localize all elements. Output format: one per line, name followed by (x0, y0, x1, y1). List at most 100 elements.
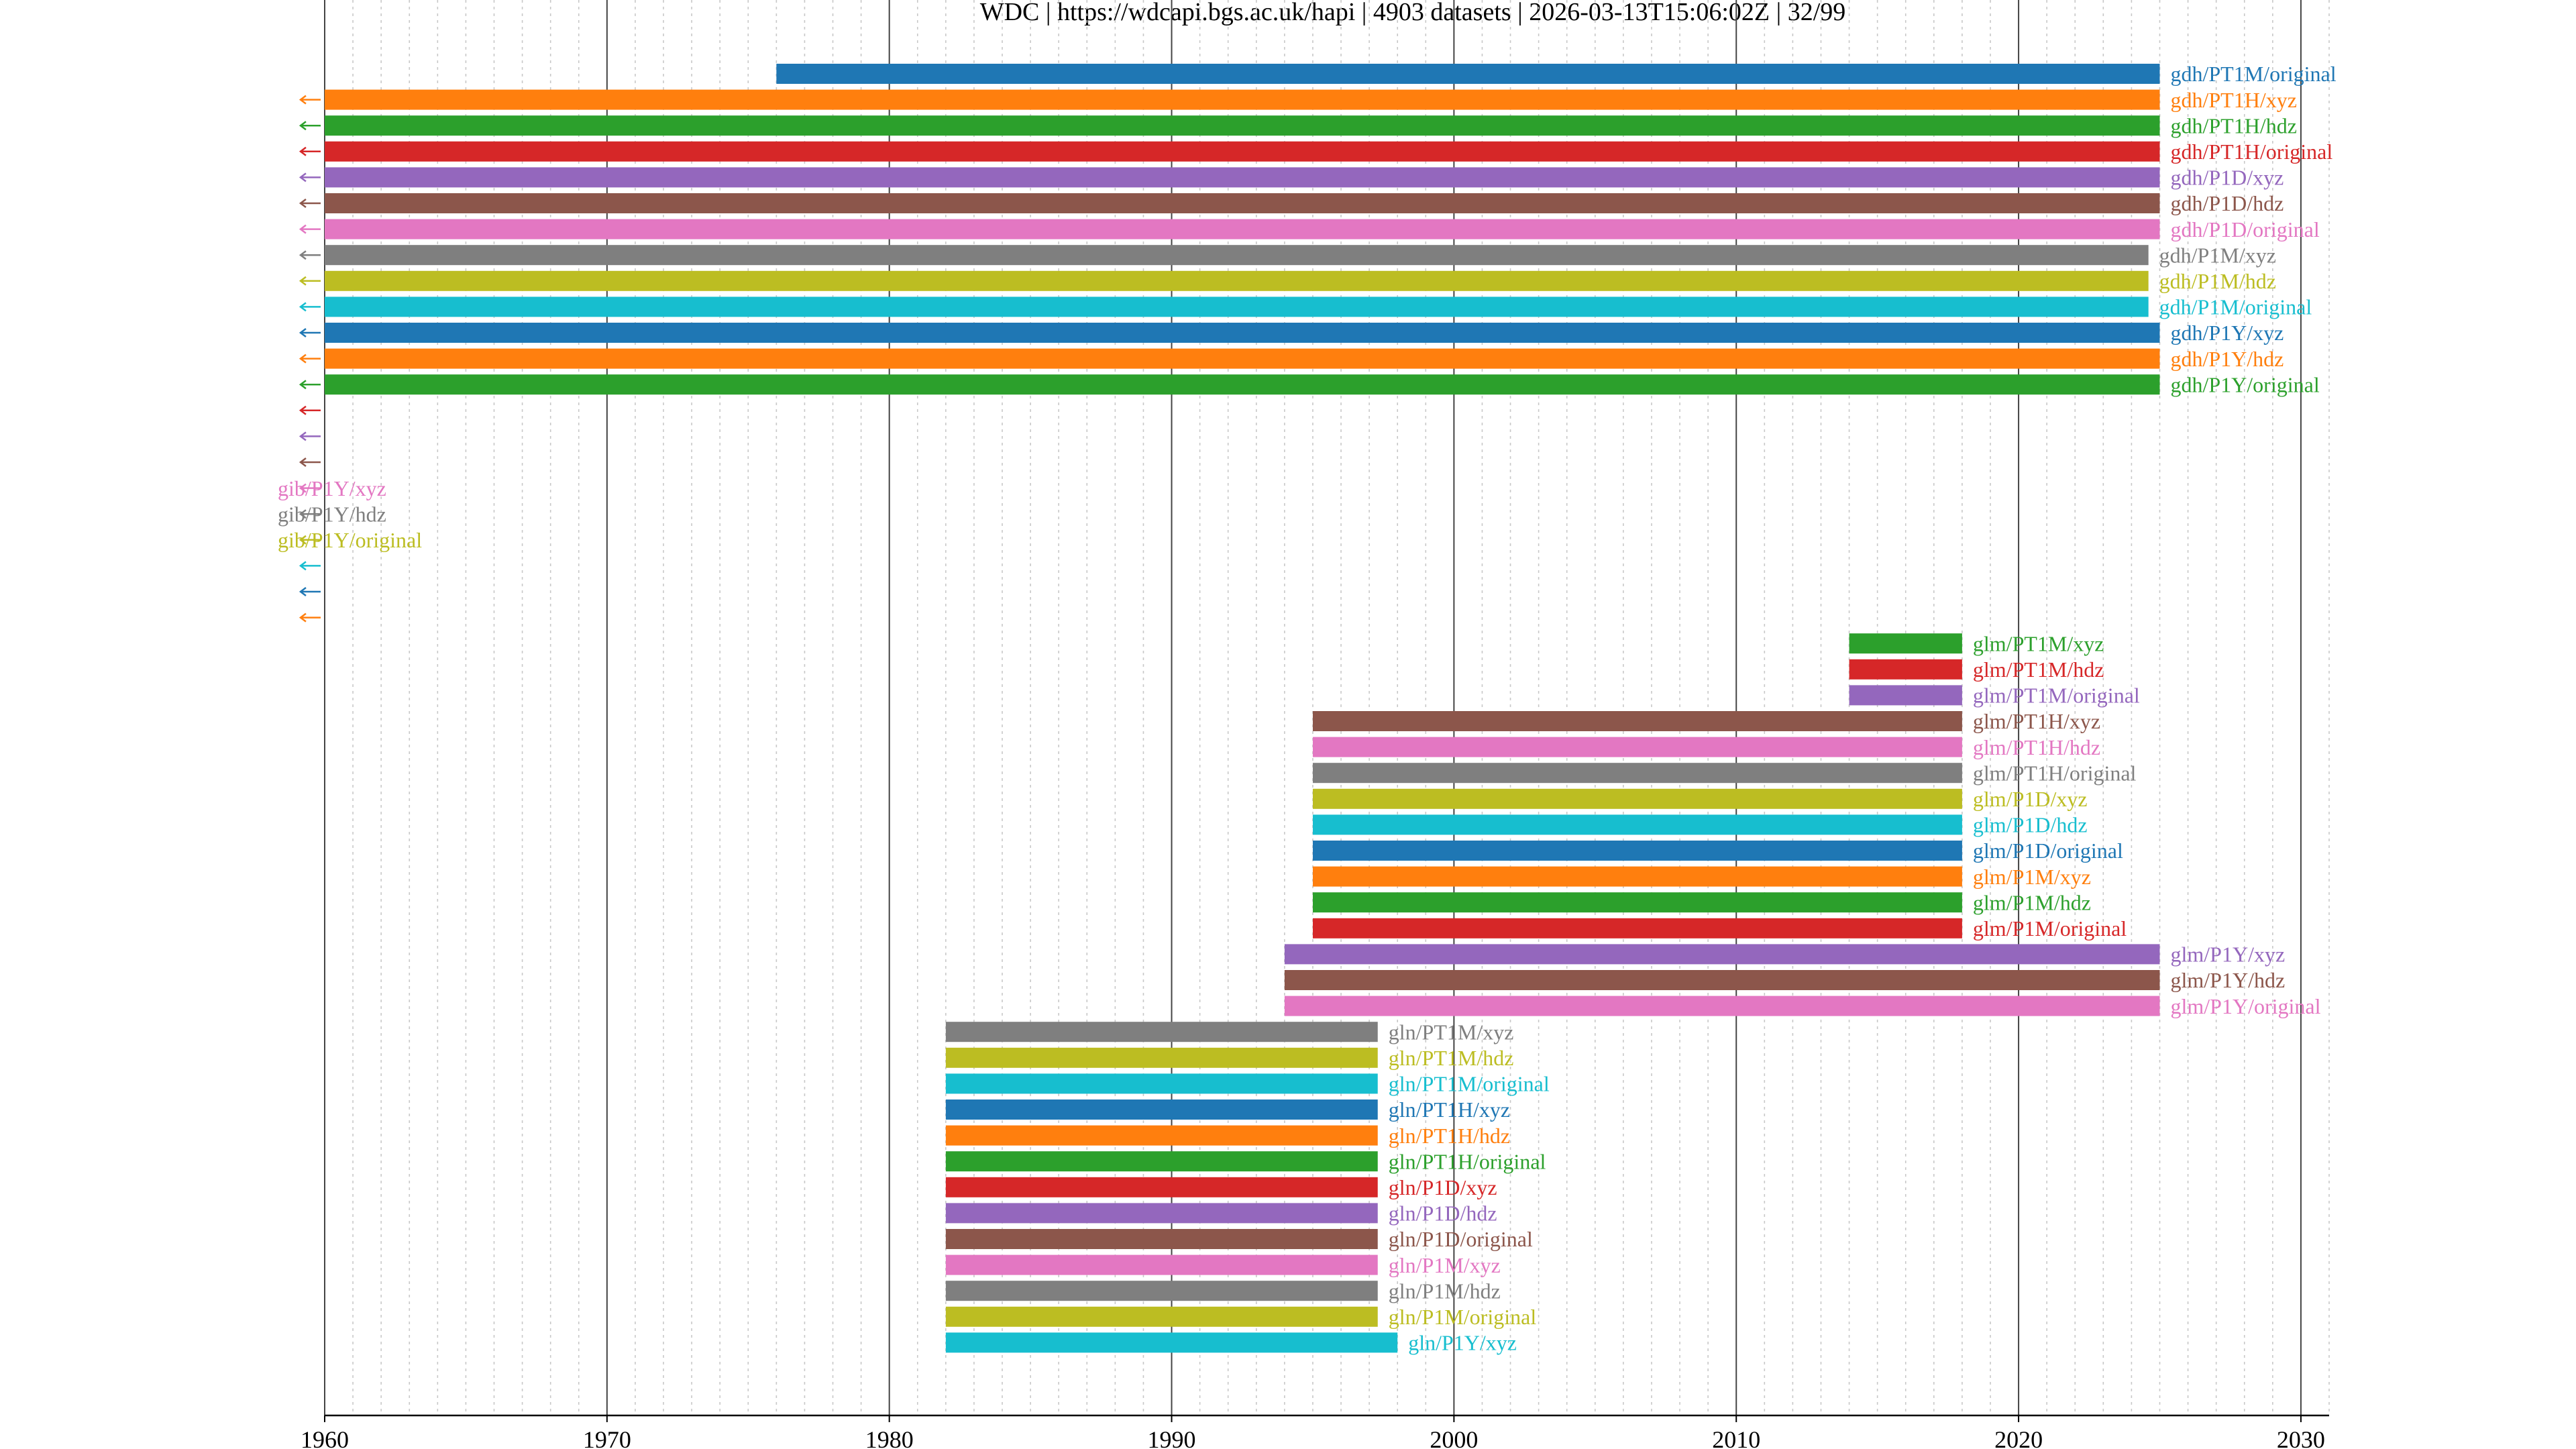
dataset-bar (945, 1177, 1378, 1197)
dataset-label: glm/P1Y/hdz (2170, 968, 2285, 992)
x-tick-label: 1990 (1148, 1426, 1196, 1449)
dataset-label: gdh/PT1H/original (2170, 140, 2332, 164)
dataset-label: gib/P1Y/xyz (278, 476, 386, 500)
x-tick-label: 1980 (865, 1426, 914, 1449)
dataset-label: glm/PT1M/original (1973, 684, 2140, 708)
dataset-bar (1312, 737, 1962, 757)
dataset-bar (325, 115, 2160, 136)
dataset-label: gln/P1M/xyz (1389, 1253, 1501, 1277)
dataset-label: gln/P1M/original (1389, 1305, 1537, 1329)
dataset-bar (1312, 866, 1962, 887)
x-tick-label: 2020 (1994, 1426, 2043, 1449)
dataset-bar (1312, 814, 1962, 835)
truncation-arrow-icon (299, 95, 321, 105)
dataset-bar (1312, 892, 1962, 913)
dataset-bars (299, 64, 2160, 1353)
truncation-arrow-icon (299, 328, 321, 337)
dataset-label: gdh/P1D/hdz (2170, 191, 2284, 215)
truncation-arrow-icon (299, 199, 321, 208)
dataset-bar (945, 1281, 1378, 1301)
x-tick-label: 2000 (1430, 1426, 1478, 1449)
dataset-label: glm/PT1M/xyz (1973, 631, 2104, 655)
dataset-bar (945, 1332, 1398, 1353)
dataset-label: glm/P1Y/xyz (2170, 943, 2285, 967)
dataset-bar (325, 193, 2160, 213)
dataset-labels: gdh/PT1M/originalgdh/PT1H/xyzgdh/PT1H/hd… (278, 62, 2337, 1354)
dataset-label: gdh/P1M/original (2159, 295, 2312, 319)
truncation-arrow-icon (299, 509, 321, 519)
dataset-bar (325, 374, 2160, 395)
dataset-bar (1312, 841, 1962, 861)
dataset-label: gdh/P1D/xyz (2170, 166, 2284, 190)
truncation-arrow-icon (299, 121, 321, 131)
dataset-label: gln/PT1M/original (1389, 1072, 1550, 1096)
dataset-bar (325, 348, 2160, 369)
dataset-bar (945, 1203, 1378, 1224)
dataset-bar (945, 1099, 1378, 1120)
truncation-arrow-icon (299, 224, 321, 234)
x-tick-label: 1960 (301, 1426, 349, 1449)
dataset-label: gln/PT1H/xyz (1389, 1097, 1510, 1122)
truncation-arrow-icon (299, 612, 321, 623)
dataset-bar (1284, 996, 2160, 1016)
truncation-arrow-icon (299, 561, 321, 571)
dataset-bar (1284, 944, 2160, 965)
dataset-bar (1284, 970, 2160, 990)
truncation-arrow-icon (299, 172, 321, 182)
dataset-bar (325, 297, 2149, 317)
truncation-arrow-icon (299, 302, 321, 312)
dataset-label: gdh/PT1H/hdz (2170, 113, 2296, 138)
dataset-label: gdh/P1M/xyz (2159, 243, 2276, 267)
dataset-bar (325, 141, 2160, 162)
dataset-label: gln/PT1H/hdz (1389, 1124, 1510, 1148)
dataset-bar (325, 167, 2160, 188)
dataset-label: gib/P1Y/hdz (278, 502, 386, 526)
dataset-label: glm/PT1H/original (1973, 761, 2137, 785)
dataset-label: glm/P1M/original (1973, 916, 2127, 941)
dataset-label: glm/P1D/hdz (1973, 813, 2088, 837)
dataset-bar (945, 1229, 1378, 1249)
dataset-label: gln/P1D/hdz (1389, 1201, 1497, 1226)
dataset-bar (945, 1254, 1378, 1275)
dataset-label: glm/PT1H/xyz (1973, 709, 2100, 733)
dataset-label: gib/P1Y/original (278, 528, 422, 552)
dataset-bar (1849, 633, 1962, 654)
dataset-bar (1312, 711, 1962, 731)
dataset-label: glm/P1Y/original (2170, 994, 2320, 1018)
dataset-bar (945, 1022, 1378, 1042)
truncation-arrow-icon (299, 483, 321, 493)
truncation-arrow-icon (299, 405, 321, 415)
dataset-bar (1849, 659, 1962, 680)
dataset-bar (776, 64, 2160, 84)
truncation-arrow-icon (299, 535, 321, 545)
dataset-bar (945, 1151, 1378, 1172)
truncation-arrow-icon (299, 380, 321, 390)
dataset-label: gln/PT1M/xyz (1389, 1020, 1514, 1044)
x-tick-label: 2030 (2277, 1426, 2325, 1449)
dataset-label: gln/P1M/hdz (1389, 1279, 1501, 1303)
dataset-bar (1312, 788, 1962, 809)
dataset-label: gdh/P1Y/original (2170, 372, 2319, 396)
dataset-bar (325, 245, 2149, 266)
x-tick-label: 2010 (1712, 1426, 1760, 1449)
dataset-bar (325, 323, 2160, 343)
dataset-bar (945, 1047, 1378, 1068)
truncation-arrow-icon (299, 458, 321, 467)
dataset-label: gln/PT1H/original (1389, 1149, 1546, 1173)
dataset-label: gdh/PT1M/original (2170, 62, 2336, 86)
x-tick-label: 1970 (583, 1426, 631, 1449)
truncation-arrow-icon (299, 146, 321, 156)
dataset-label: glm/PT1H/hdz (1973, 735, 2100, 759)
dataset-bar (1312, 763, 1962, 784)
truncation-arrow-icon (299, 276, 321, 286)
dataset-bar (325, 219, 2160, 239)
dataset-bar (325, 270, 2149, 291)
dataset-label: glm/P1M/hdz (1973, 890, 2091, 914)
dataset-label: glm/P1M/xyz (1973, 865, 2091, 889)
dataset-label: glm/P1D/original (1973, 839, 2123, 863)
truncation-arrow-icon (299, 431, 321, 441)
dataset-label: glm/P1D/xyz (1973, 787, 2088, 811)
dataset-label: gln/P1D/original (1389, 1227, 1533, 1251)
truncation-arrow-icon (299, 354, 321, 364)
dataset-label: gdh/P1Y/xyz (2170, 321, 2284, 345)
